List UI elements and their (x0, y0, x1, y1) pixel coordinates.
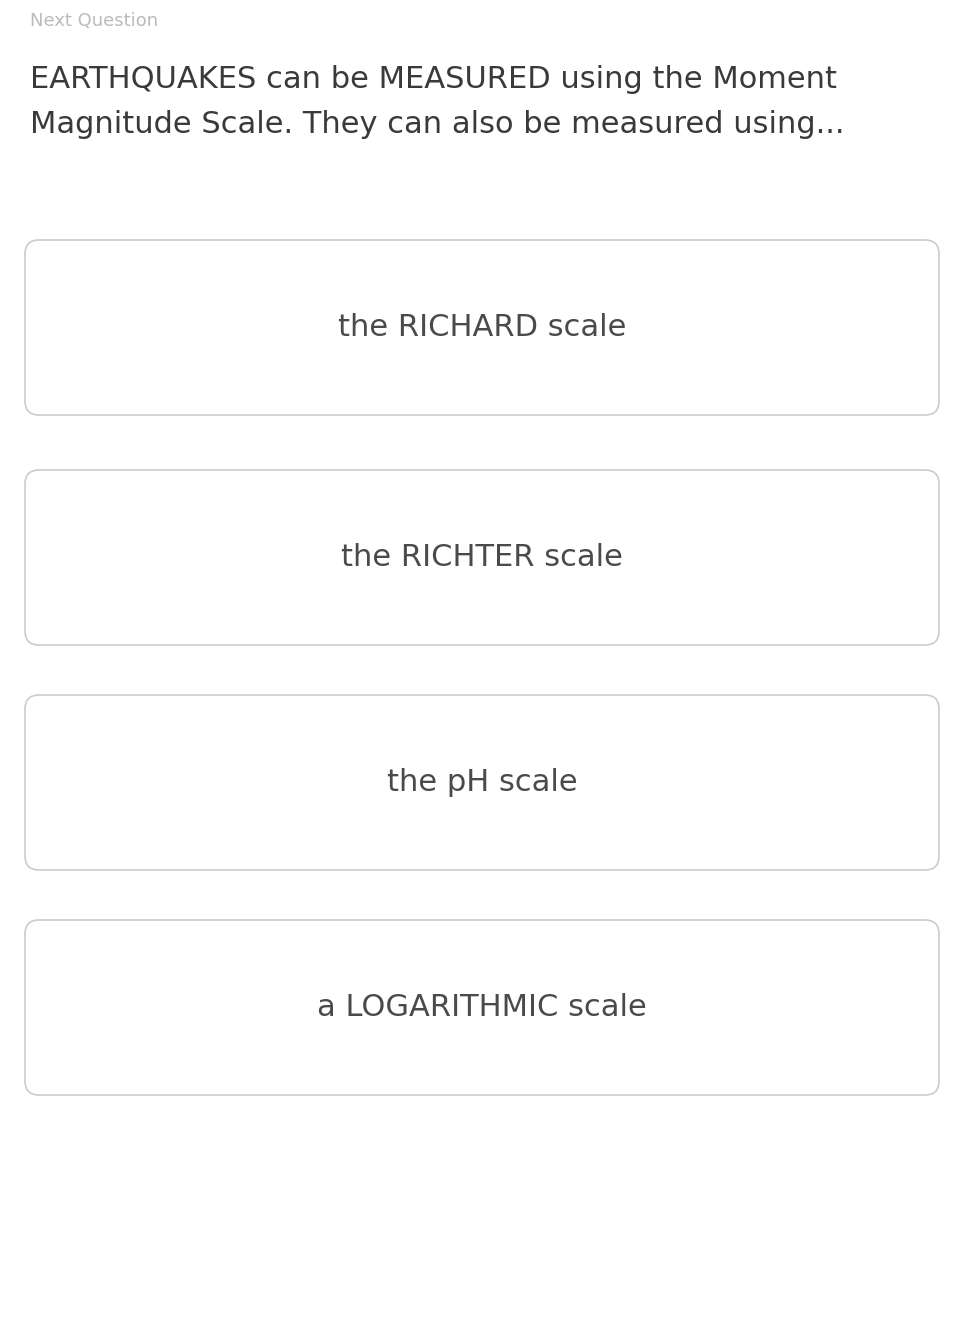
FancyBboxPatch shape (25, 470, 939, 646)
Text: EARTHQUAKES can be MEASURED using the Moment: EARTHQUAKES can be MEASURED using the Mo… (30, 65, 837, 94)
Text: the RICHARD scale: the RICHARD scale (337, 314, 627, 343)
FancyBboxPatch shape (25, 239, 939, 415)
Text: a LOGARITHMIC scale: a LOGARITHMIC scale (317, 994, 647, 1021)
Text: Magnitude Scale. They can also be measured using...: Magnitude Scale. They can also be measur… (30, 110, 844, 139)
FancyBboxPatch shape (25, 695, 939, 871)
FancyBboxPatch shape (25, 919, 939, 1095)
Text: the pH scale: the pH scale (387, 767, 577, 796)
Text: the RICHTER scale: the RICHTER scale (341, 542, 623, 572)
Text: Next Question: Next Question (30, 12, 158, 30)
